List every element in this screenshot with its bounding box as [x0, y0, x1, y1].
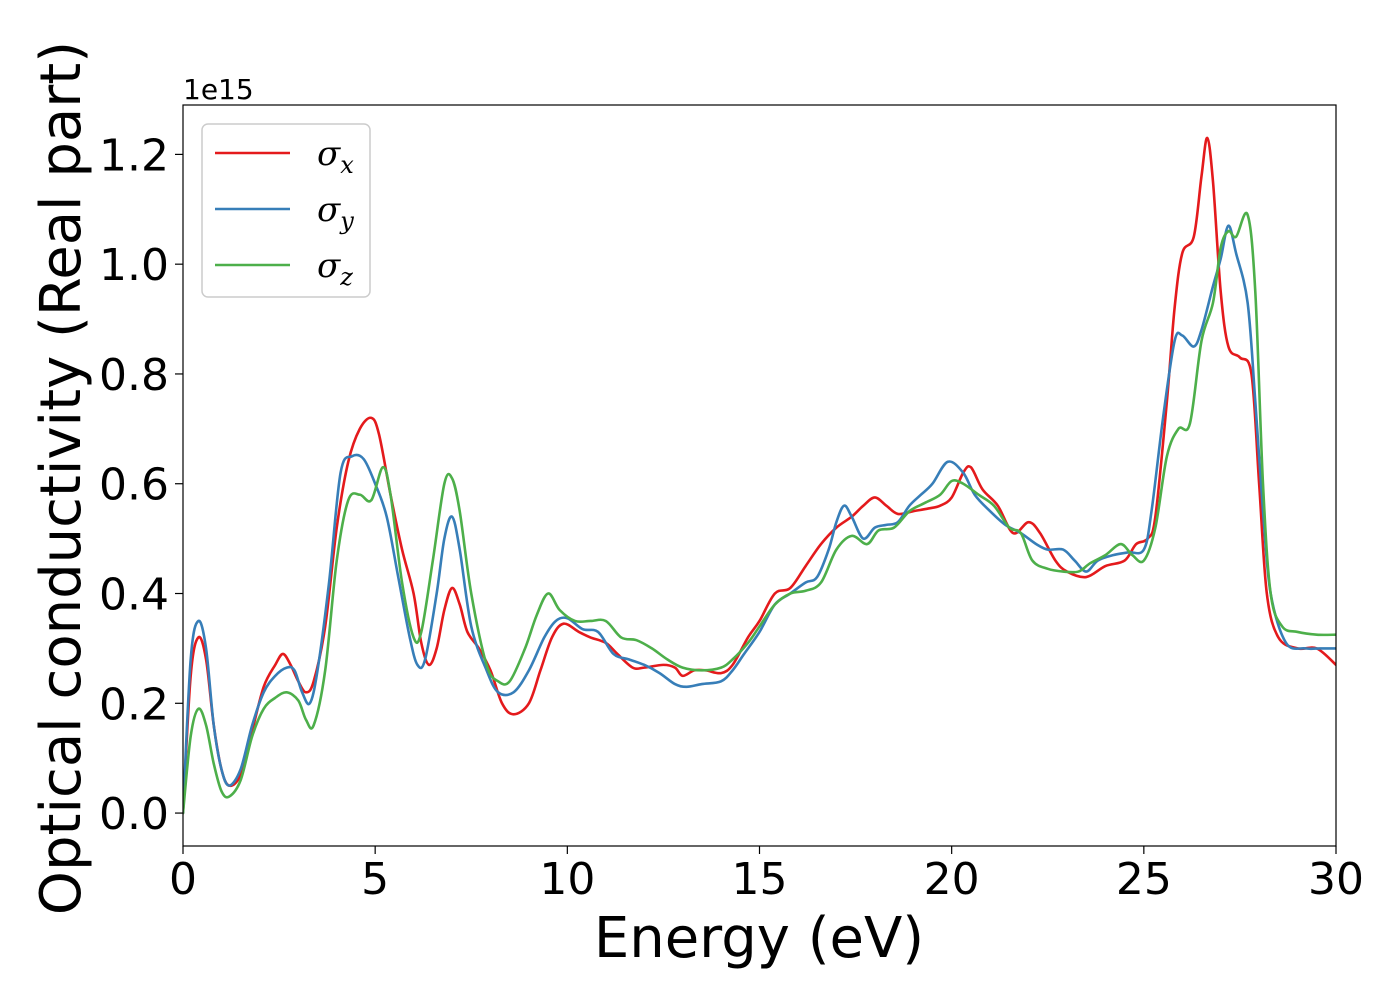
legend-label-subscript: z	[339, 263, 353, 291]
legend-label-z: σz	[317, 246, 353, 291]
x-tick-label: 20	[924, 854, 980, 905]
legend-label-base: σ	[317, 246, 341, 286]
legend-label-base: σ	[317, 134, 341, 174]
y-tick-label: 0.6	[99, 460, 169, 511]
series-line-z	[183, 211, 1336, 815]
y-tick-label: 1.0	[99, 240, 169, 291]
x-axis-ticks: 0 5 10 15 20 25 30	[169, 846, 1364, 905]
y-tick-label: 0.0	[99, 789, 169, 840]
series-line-y	[183, 224, 1336, 815]
legend-label-y: σy	[317, 190, 354, 235]
y-tick-label: 1.2	[99, 130, 169, 181]
x-tick-label: 30	[1308, 854, 1364, 905]
y-tick-label: 0.8	[99, 350, 169, 401]
legend-label-x: σx	[317, 134, 354, 179]
series-layer	[183, 136, 1336, 815]
legend-label-subscript: y	[339, 207, 354, 235]
x-tick-label: 25	[1116, 854, 1172, 905]
y-tick-label: 0.4	[99, 570, 169, 621]
x-tick-label: 15	[732, 854, 788, 905]
x-tick-label: 5	[361, 854, 389, 905]
y-axis-ticks: 0.0 0.2 0.4 0.6 0.8 1.0 1.2	[99, 130, 183, 840]
x-tick-label: 10	[539, 854, 595, 905]
x-tick-label: 0	[169, 854, 197, 905]
x-axis-label: Energy (eV)	[594, 906, 924, 971]
plot-area	[182, 104, 1337, 847]
legend-label-base: σ	[317, 190, 341, 230]
y-offset-label: 1e15	[183, 73, 254, 106]
y-tick-label: 0.2	[99, 679, 169, 730]
y-axis-label: Optical conductivity (Real part)	[29, 41, 94, 915]
legend-label-subscript: x	[340, 151, 354, 179]
legend-box	[201, 123, 371, 298]
